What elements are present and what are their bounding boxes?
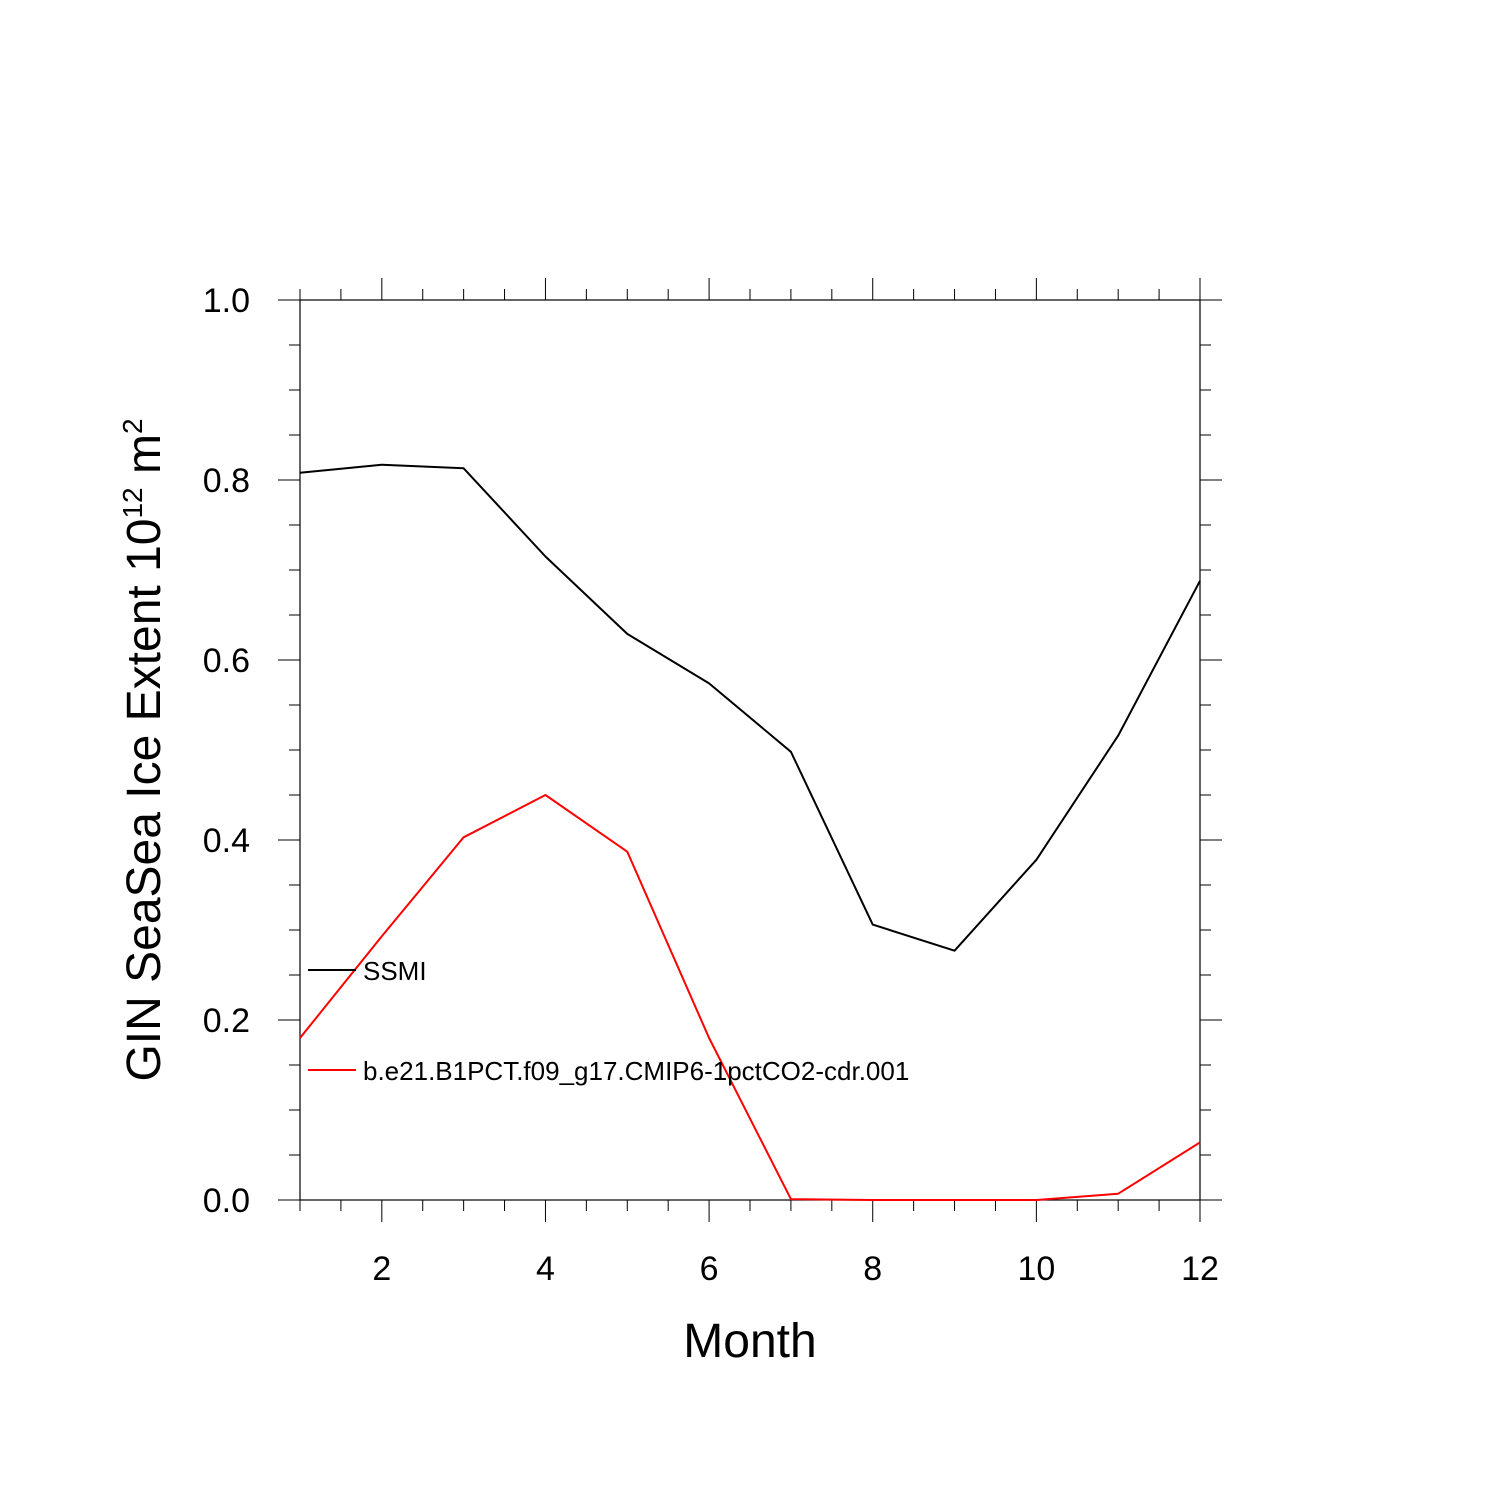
tick-marks (278, 278, 1222, 1222)
y-tick-label: 0.4 (203, 822, 250, 860)
x-axis-label: Month (683, 1315, 816, 1368)
x-tick-label: 2 (372, 1250, 391, 1288)
legend-label-1: b.e21.B1PCT.f09_g17.CMIP6-1pctCO2-cdr.00… (363, 1056, 909, 1086)
y-axis-label-main: GIN SeaSea Ice Extent 10 (118, 519, 171, 1082)
x-tick-label: 8 (863, 1250, 882, 1288)
y-axis-label-exponent: 12 (117, 487, 148, 518)
y-tick-label: 1.0 (203, 282, 250, 320)
tick-labels: 2 4 6 8 10 12 0.0 0.2 0.4 0.6 0.8 1.0 (203, 282, 1219, 1288)
series-line-0 (299, 463, 1201, 952)
y-axis-label-unit-exponent: 2 (117, 418, 148, 434)
legend-label-0: SSMI (363, 956, 427, 986)
x-tick-label: 12 (1181, 1250, 1219, 1288)
series-line-1 (299, 794, 1201, 1201)
y-tick-label: 0.0 (203, 1182, 250, 1220)
x-tick-label: 4 (536, 1250, 555, 1288)
y-tick-label: 0.8 (203, 462, 250, 500)
legend: SSMI b.e21.B1PCT.f09_g17.CMIP6-1pctCO2-cd… (308, 956, 909, 1086)
y-tick-label: 0.2 (203, 1002, 250, 1040)
y-axis-label: GIN SeaSea Ice Extent 1012 m2 (117, 418, 171, 1081)
x-tick-label: 6 (700, 1250, 719, 1288)
x-tick-label: 10 (1017, 1250, 1055, 1288)
series-lines (299, 463, 1201, 1201)
y-axis-label-unit: m (118, 434, 171, 487)
y-tick-label: 0.6 (203, 642, 250, 680)
